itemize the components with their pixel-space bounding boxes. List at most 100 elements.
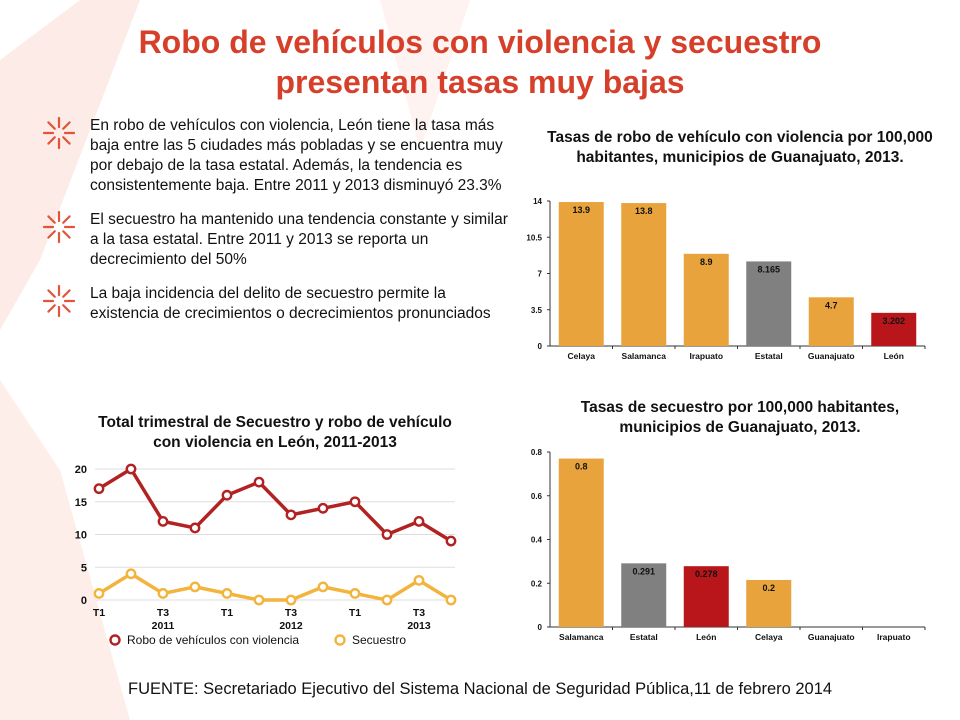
x-tick-label: Celaya <box>568 351 596 361</box>
series-point-0 <box>253 476 265 488</box>
series-point-1 <box>157 588 169 599</box>
x-tick-label: Estatal <box>755 351 783 361</box>
series-line-1 <box>98 572 452 602</box>
x-tick-label: T1 <box>349 607 361 619</box>
bar-value-label: 0.8 <box>575 462 588 472</box>
y-tick-label: 0.8 <box>531 448 543 457</box>
starburst-ray <box>62 289 71 298</box>
series-point-1 <box>317 581 329 593</box>
starburst-icon <box>42 116 76 150</box>
series-point-0 <box>317 502 329 514</box>
starburst-ray <box>47 136 56 145</box>
year-label: 2012 <box>279 620 303 632</box>
series-point-0 <box>221 489 233 501</box>
bar-celaya <box>558 202 604 346</box>
bar-irapuato <box>683 253 729 346</box>
y-tick-label: 15 <box>75 497 87 509</box>
starburst-ray <box>47 304 56 313</box>
series-point-1 <box>285 594 297 606</box>
series-point-1 <box>349 588 361 599</box>
x-tick-label: T1 <box>93 607 105 619</box>
year-label: 2011 <box>152 620 175 632</box>
series-point-0 <box>189 522 201 534</box>
x-tick-label: Estatal <box>630 632 658 642</box>
year-label: 2013 <box>407 620 431 632</box>
y-tick-label: 0.2 <box>531 579 543 588</box>
bar-value-label: 3.202 <box>882 316 905 326</box>
chart-robo-title: Tasas de robo de vehículo con violencia … <box>547 129 933 166</box>
x-tick-label: Salamanca <box>622 351 667 361</box>
x-tick-label: Salamanca <box>559 632 604 642</box>
chart-trimestral-title: Total trimestral de Secuestro y robo de … <box>98 414 452 451</box>
y-tick-label: 0.6 <box>531 492 543 501</box>
y-tick-label: 20 <box>75 464 87 476</box>
series-point-0 <box>285 509 297 521</box>
x-tick-label: Guanajuato <box>808 632 855 642</box>
series-point-0 <box>349 496 361 508</box>
bullet-text: La baja incidencia del delito de secuest… <box>90 285 491 322</box>
bar-celaya <box>746 579 792 627</box>
page-title-line-1: Robo de vehículos con violencia y secues… <box>138 24 822 60</box>
y-tick-label: 0 <box>538 342 543 351</box>
chart-secuestro: 0 0.2 0.4 0.6 0.8 0.8 Salamanca 0.291 Estatal 0.2… <box>531 448 926 642</box>
bullet-text: En robo de vehículos con violencia, León… <box>90 117 503 194</box>
series-line-0 <box>98 467 452 543</box>
series-point-1 <box>445 594 457 606</box>
starburst-icon <box>42 210 76 244</box>
bar-guanajuato <box>808 297 854 346</box>
series-point-0 <box>445 535 457 547</box>
bar-value-label: 13.8 <box>635 206 653 216</box>
series-point-1 <box>413 574 425 586</box>
bar-value-label: 8.165 <box>757 264 780 274</box>
starburst-ray <box>47 230 56 239</box>
bullet-list: En robo de vehículos con violencia, León… <box>40 116 510 338</box>
page-title: Robo de vehículos con violencia y secues… <box>60 22 900 102</box>
x-tick-label: T3 <box>413 607 425 619</box>
x-tick-label: León <box>696 632 716 642</box>
x-tick-label: T3 <box>157 607 169 619</box>
y-tick-label: 3.5 <box>531 306 543 315</box>
bar-estatal <box>621 563 667 627</box>
legend-marker <box>334 634 346 646</box>
x-tick-label: Irapuato <box>877 632 911 642</box>
y-tick-label: 0 <box>538 623 543 632</box>
bullet-item-secuestro: El secuestro ha mantenido una tendencia … <box>40 210 510 270</box>
legend-marker <box>109 634 121 646</box>
bullet-item-robo: En robo de vehículos con violencia, León… <box>40 116 510 196</box>
starburst-ray <box>62 230 71 239</box>
starburst-ray <box>62 304 71 313</box>
starburst-ray <box>47 121 56 130</box>
y-tick-label: 10.5 <box>526 233 542 242</box>
chart-robo: 0 3.5 7 10.5 14 13.9 Celaya 13.8 Salamanca 8.9 Ira… <box>526 197 926 361</box>
bar-value-label: 0.291 <box>632 566 655 576</box>
series-point-0 <box>413 516 425 527</box>
bar-estatal <box>746 261 792 346</box>
series-point-0 <box>125 463 137 475</box>
y-tick-label: 10 <box>75 530 87 542</box>
bar-value-label: 13.9 <box>572 205 590 215</box>
series-point-0 <box>381 529 393 540</box>
chart-secuestro-title: Tasas de secuestro por 100,000 habitante… <box>580 399 900 436</box>
x-tick-label: Celaya <box>755 632 783 642</box>
x-tick-label: Irapuato <box>689 351 723 361</box>
series-point-1 <box>253 594 265 606</box>
y-tick-label: 14 <box>533 197 542 206</box>
series-point-1 <box>125 568 137 580</box>
starburst-ray <box>62 136 71 145</box>
starburst-ray <box>62 215 71 224</box>
x-tick-label: T3 <box>285 607 297 619</box>
x-tick-label: T1 <box>221 607 233 619</box>
starburst-ray <box>47 215 56 224</box>
legend-label: Secuestro <box>352 633 406 647</box>
bar-value-label: 4.7 <box>825 300 838 310</box>
page-title-line-2: presentan tasas muy bajas <box>275 64 685 100</box>
y-tick-label: 0.4 <box>531 536 543 545</box>
bar-león <box>683 566 729 627</box>
bar-value-label: 8.9 <box>700 257 713 267</box>
series-point-1 <box>93 588 105 599</box>
series-point-0 <box>93 483 105 495</box>
series-point-1 <box>381 594 393 606</box>
bar-león <box>871 312 917 346</box>
y-tick-label: 5 <box>81 562 87 574</box>
